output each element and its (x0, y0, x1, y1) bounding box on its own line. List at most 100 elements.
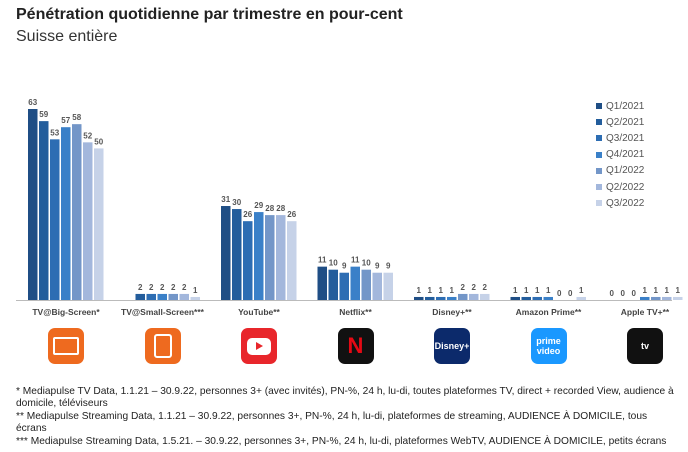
bar (469, 293, 479, 300)
bar (339, 272, 349, 300)
legend-item: Q2/2021 (596, 114, 644, 130)
legend-swatch (596, 151, 602, 158)
legend-item: Q1/2021 (596, 98, 644, 114)
legend-swatch (596, 167, 602, 174)
bar (135, 293, 145, 300)
data-label: 28 (276, 204, 285, 213)
bar (265, 215, 275, 300)
data-label: 2 (138, 283, 143, 292)
legend: Q1/2021 Q2/2021 Q3/2021 Q4/2021 Q1/2022 Q2/20… (596, 98, 644, 211)
data-label: 1 (579, 286, 584, 295)
bar (39, 121, 49, 300)
data-label: 2 (182, 283, 187, 292)
bar (287, 221, 297, 300)
footnote: *** Mediapulse Streaming Data, 1.5.21. –… (16, 435, 667, 447)
legend-swatch (596, 103, 602, 110)
data-label: 57 (61, 116, 70, 125)
netflix-icon: N (337, 328, 374, 364)
bar (28, 109, 38, 300)
bar (276, 215, 286, 300)
legend-item: Q3/2022 (596, 195, 644, 211)
legend-label: Q3/2021 (606, 132, 645, 144)
data-label: 63 (28, 98, 37, 107)
data-label: 2 (483, 283, 488, 292)
bar (576, 296, 586, 300)
category-label: TV@Small-Screen*** (121, 307, 205, 317)
tv-icon (48, 328, 84, 364)
data-label: 0 (632, 289, 637, 298)
data-label: 53 (50, 128, 59, 137)
category-label: Amazon Prime** (516, 307, 582, 317)
category-label: Netflix** (339, 307, 372, 317)
data-label: 1 (450, 286, 455, 295)
bar (243, 221, 253, 300)
bar (651, 296, 661, 300)
data-label: 2 (171, 283, 176, 292)
legend-label: Q1/2021 (606, 100, 645, 112)
footnotes: * Mediapulse TV Data, 1.1.21 – 30.9.22, … (16, 386, 676, 448)
bar (94, 148, 104, 300)
legend-item: Q1/2022 (596, 163, 644, 179)
bar (221, 206, 231, 300)
legend-swatch (596, 184, 602, 191)
data-label: 26 (287, 210, 296, 219)
bar (640, 296, 650, 300)
data-label: 2 (149, 283, 154, 292)
legend-item: Q3/2021 (596, 130, 644, 146)
data-label: 10 (329, 259, 338, 268)
legend-label: Q3/2022 (606, 197, 645, 209)
bar (317, 266, 327, 300)
prime-video-icon: prime video (530, 328, 567, 364)
bar (328, 269, 338, 300)
footnote: * Mediapulse TV Data, 1.1.21 – 30.9.22, … (16, 386, 674, 410)
data-label: 0 (568, 289, 573, 298)
data-label: 2 (472, 283, 477, 292)
data-label: 26 (243, 210, 252, 219)
legend-item: Q4/2021 (596, 147, 644, 163)
category-label: Disney+** (432, 307, 472, 317)
legend-label: Q2/2022 (606, 181, 645, 193)
bar (361, 269, 371, 300)
data-label: 0 (621, 289, 626, 298)
data-label: 28 (265, 204, 274, 213)
bar (179, 293, 189, 300)
data-label: 9 (375, 262, 380, 271)
data-label: 1 (665, 286, 670, 295)
data-label: 52 (83, 131, 92, 140)
data-label: 30 (232, 198, 241, 207)
legend-swatch (596, 119, 602, 126)
apple-tv-icon: tv (627, 328, 663, 364)
bar (532, 296, 542, 300)
legend-swatch (596, 135, 602, 142)
bar (50, 139, 60, 300)
bar (510, 296, 520, 300)
data-label: 1 (524, 286, 529, 295)
bar (83, 142, 93, 300)
data-label: 2 (160, 283, 165, 292)
data-label: 31 (221, 195, 230, 204)
category-label: YouTube** (238, 307, 280, 317)
data-label: 1 (535, 286, 540, 295)
bar (436, 296, 446, 300)
data-label: 1 (546, 286, 551, 295)
data-label: 9 (386, 262, 391, 271)
legend-swatch (596, 200, 602, 207)
data-label: 59 (39, 110, 48, 119)
data-label: 1 (676, 286, 681, 295)
data-label: 1 (513, 286, 518, 295)
data-label: 2 (461, 283, 466, 292)
bar (521, 296, 531, 300)
data-label: 0 (610, 289, 615, 298)
data-label: 1 (643, 286, 648, 295)
bar (146, 293, 156, 300)
bar (425, 296, 435, 300)
data-label: 1 (428, 286, 433, 295)
data-label: 11 (351, 256, 360, 265)
data-label: 0 (557, 289, 562, 298)
bar (383, 272, 393, 300)
bar (372, 272, 382, 300)
legend-label: Q2/2021 (606, 116, 645, 128)
data-label: 1 (417, 286, 422, 295)
data-label: 29 (254, 201, 263, 210)
